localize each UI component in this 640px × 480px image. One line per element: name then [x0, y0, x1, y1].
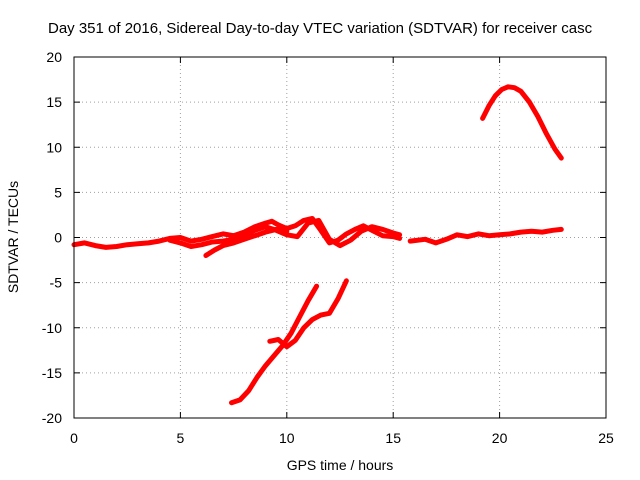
- series-line-baseline-late: [407, 226, 564, 246]
- x-tick-label: 25: [598, 430, 614, 446]
- axis-ticks: 0 5 10 15 20 25 -20 -15 -10 -5 0 5 10 15 20: [42, 49, 614, 446]
- y-tick-label: 5: [54, 184, 62, 200]
- x-axis-label: GPS time / hours: [287, 457, 394, 473]
- y-tick-label: -10: [42, 320, 62, 336]
- x-tick-label: 0: [70, 430, 78, 446]
- series-line-arc: [480, 84, 564, 161]
- chart-title: Day 351 of 2016, Sidereal Day-to-day VTE…: [48, 20, 593, 37]
- y-tick-label: -15: [42, 365, 62, 381]
- y-tick-label: -20: [42, 410, 62, 426]
- y-tick-label: 15: [46, 94, 62, 110]
- x-tick-label: 10: [279, 430, 295, 446]
- series-line-rising-a: [229, 283, 320, 406]
- y-axis-label: SDTVAR / TECUs: [5, 181, 21, 293]
- x-tick-label: 15: [385, 430, 401, 446]
- series-line-rising-b: [267, 278, 349, 350]
- y-tick-label: 0: [54, 230, 62, 246]
- grid: [74, 57, 606, 418]
- series-line-baseline-c: [203, 226, 290, 258]
- series-group: [71, 84, 564, 406]
- x-tick-label: 5: [177, 430, 185, 446]
- series-line-baseline-b: [167, 217, 403, 249]
- y-tick-label: 20: [46, 49, 62, 65]
- y-tick-label: 10: [46, 139, 62, 155]
- y-tick-label: -5: [50, 275, 63, 291]
- series-line-baseline-a: [71, 216, 403, 250]
- x-tick-label: 20: [492, 430, 508, 446]
